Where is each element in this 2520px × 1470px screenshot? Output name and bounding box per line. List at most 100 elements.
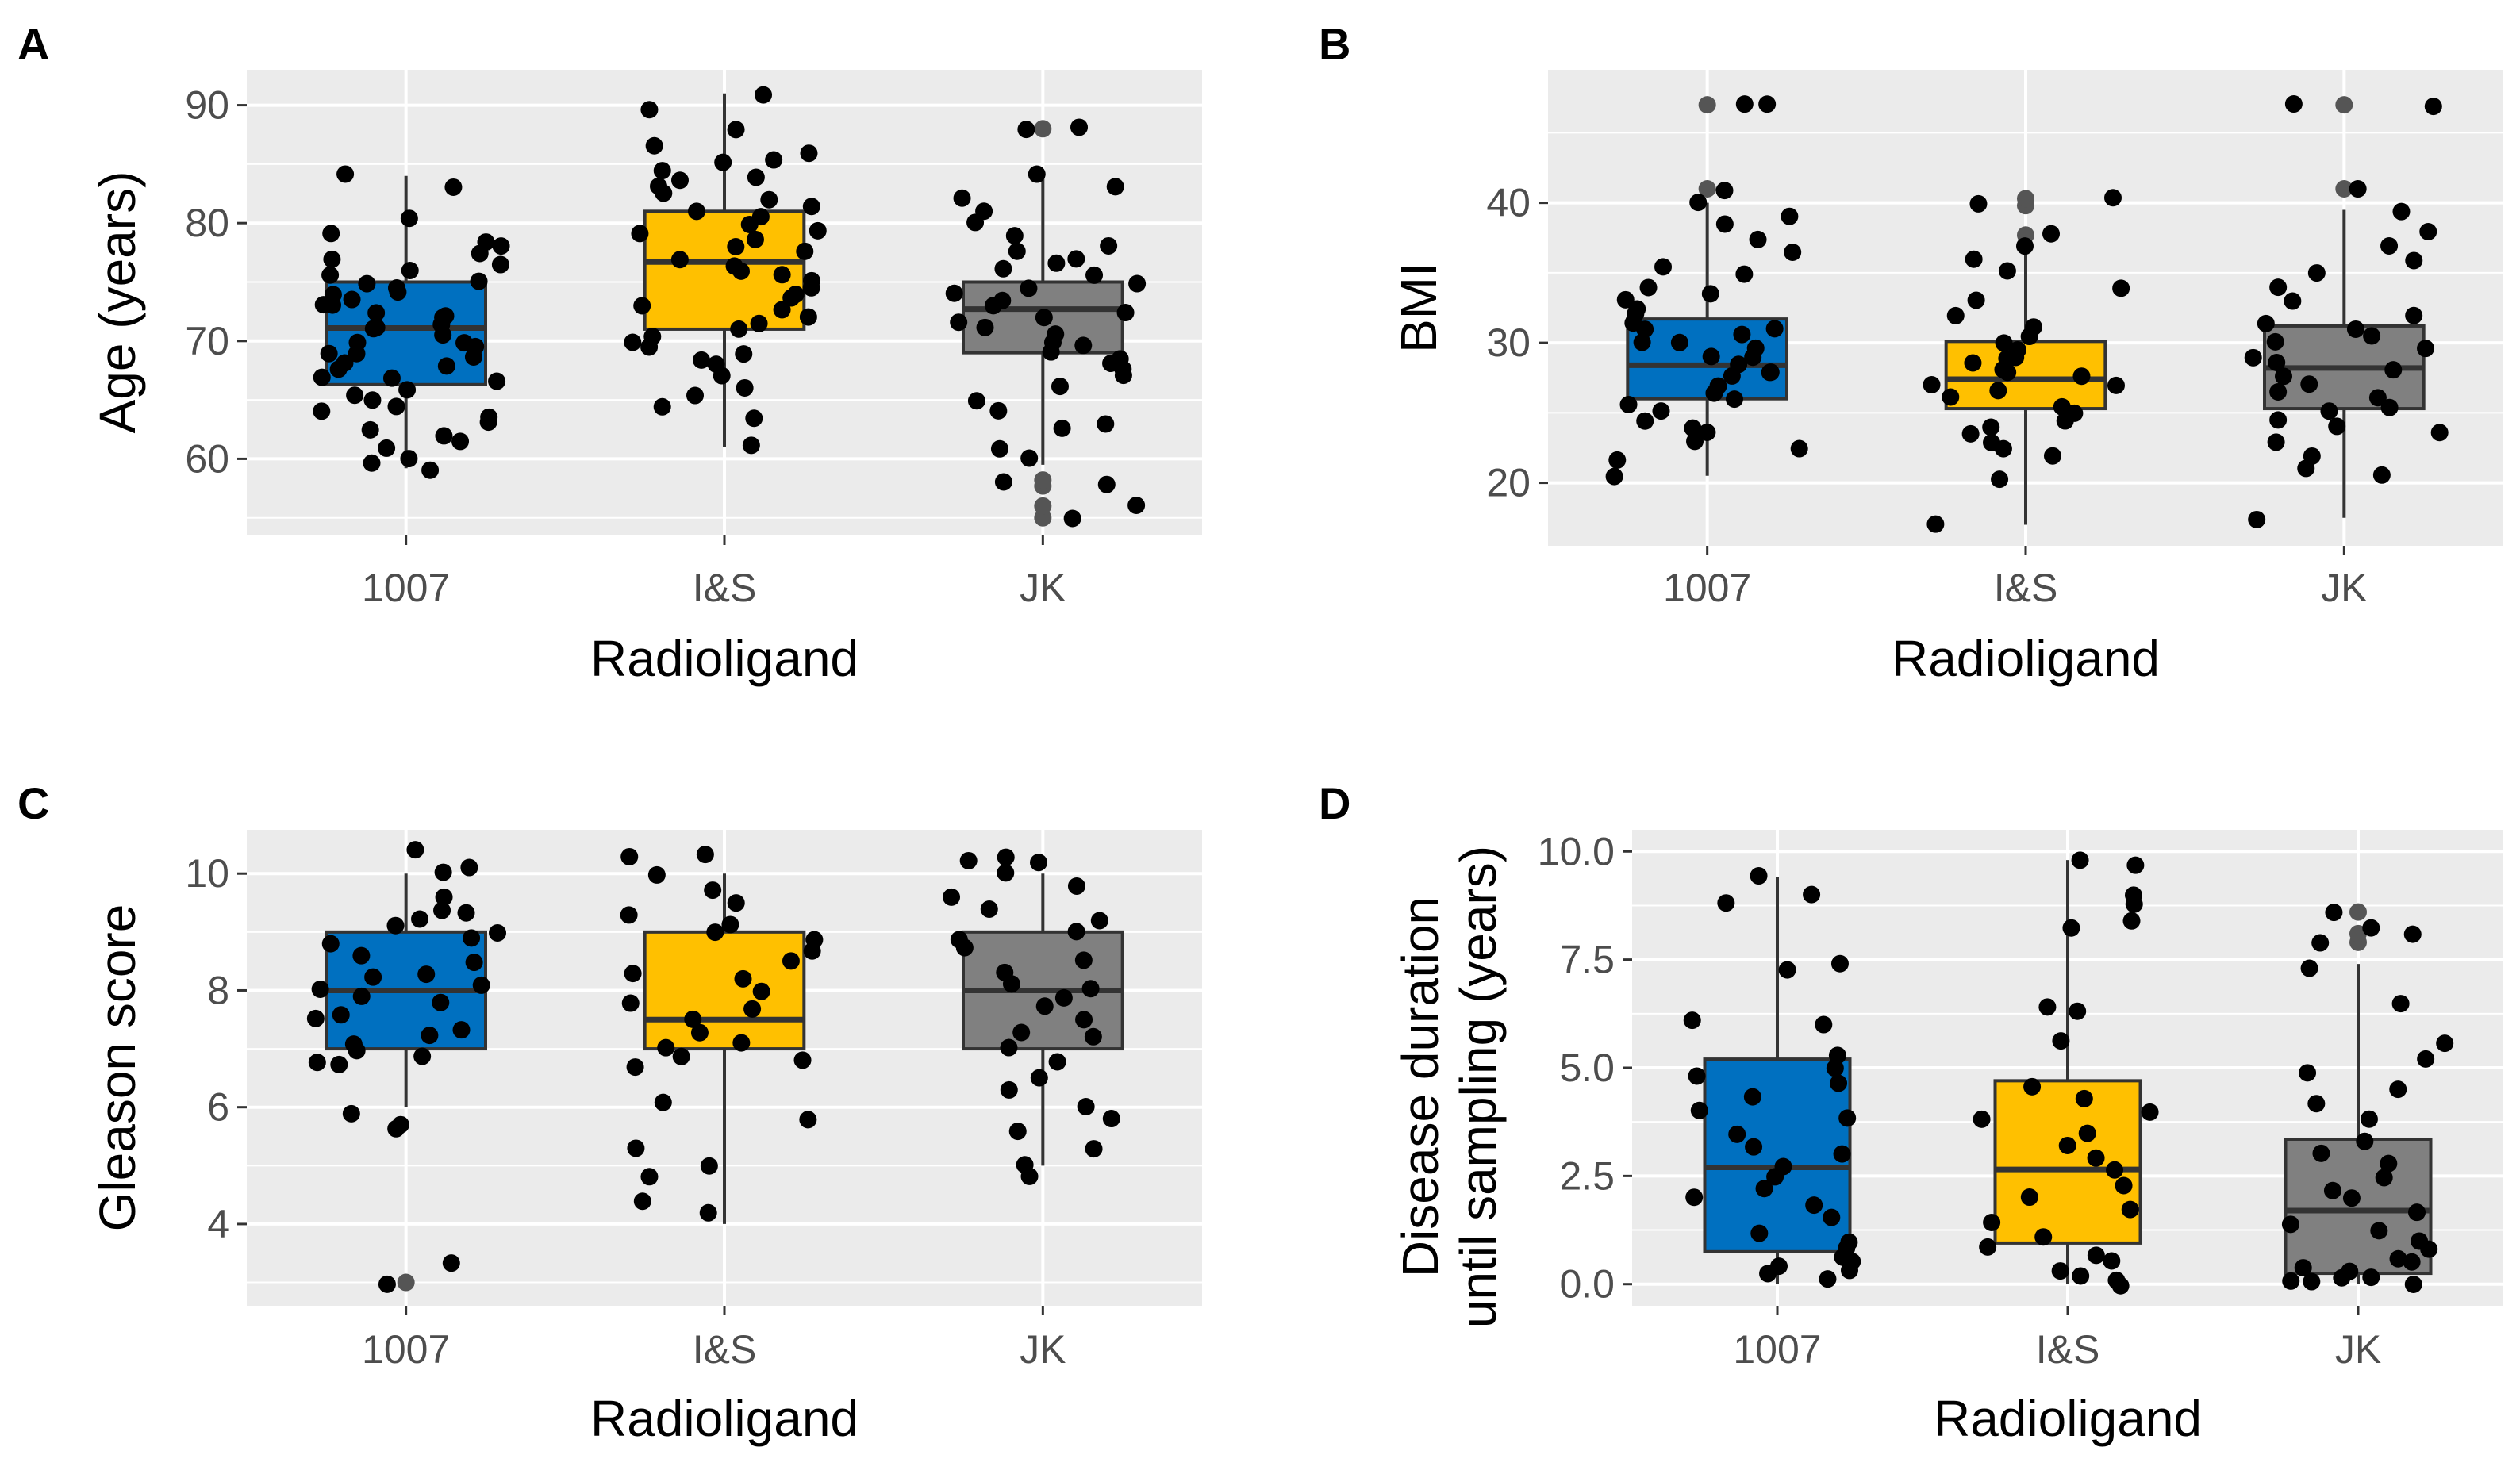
data-point — [1074, 951, 1093, 969]
data-point — [989, 401, 1008, 420]
data-point — [2124, 886, 2142, 904]
data-point — [699, 1203, 717, 1222]
data-point — [2320, 402, 2338, 420]
data-point — [760, 190, 778, 209]
data-point — [1608, 451, 1627, 469]
data-point — [696, 846, 714, 864]
data-point — [465, 954, 483, 972]
x-tick-label: 1007 — [1733, 1327, 1821, 1372]
data-point — [1048, 1053, 1066, 1071]
data-point — [1654, 258, 1673, 276]
data-point — [976, 318, 994, 336]
x-axis-title-d: Radioligand — [1934, 1390, 2202, 1447]
data-point — [2328, 417, 2346, 436]
y-tick-label: 5.0 — [1559, 1046, 1615, 1090]
data-point — [1012, 1023, 1031, 1042]
data-point — [1750, 867, 1768, 885]
data-point — [2284, 95, 2303, 113]
data-point — [1983, 434, 2001, 452]
data-point — [1942, 388, 1960, 406]
data-point — [1051, 378, 1069, 396]
data-point — [994, 259, 1012, 278]
data-point — [747, 168, 765, 186]
data-point — [1698, 423, 1716, 441]
data-point — [2307, 1095, 2326, 1113]
data-point — [980, 900, 998, 919]
data-point — [1035, 997, 1054, 1015]
data-point — [2115, 1176, 2133, 1195]
data-point — [336, 354, 354, 372]
data-point — [997, 864, 1015, 882]
plot-content-b — [1548, 70, 2503, 546]
data-point — [2342, 1189, 2361, 1207]
y-tick-label: 70 — [185, 319, 229, 363]
data-point — [1745, 1138, 1763, 1156]
data-point — [943, 888, 961, 906]
data-point — [2023, 1077, 2042, 1096]
data-point — [2024, 318, 2042, 336]
data-point — [2411, 1232, 2429, 1250]
outlier-point — [2335, 96, 2353, 114]
data-point — [1035, 309, 1053, 327]
x-tick-label: JK — [1020, 1327, 1066, 1372]
y-axis-b: 20 30 40 — [1486, 181, 1548, 505]
data-point — [1633, 333, 1651, 351]
data-point — [1838, 1109, 1857, 1127]
data-point — [332, 1006, 350, 1024]
data-point — [1102, 1110, 1120, 1128]
data-point — [435, 888, 453, 906]
data-point — [1749, 230, 1767, 248]
data-point — [2392, 202, 2411, 221]
data-point — [2087, 1246, 2105, 1265]
data-point — [1725, 390, 1743, 409]
data-point — [2375, 1169, 2393, 1187]
data-point — [796, 242, 814, 260]
data-point — [1735, 95, 1754, 113]
data-point — [2363, 327, 2381, 345]
data-point — [2043, 447, 2061, 465]
data-point — [2106, 1161, 2124, 1179]
data-point — [633, 297, 651, 315]
data-point — [2370, 1222, 2388, 1240]
plot-content-a — [247, 70, 1202, 535]
data-point — [1778, 961, 1796, 979]
data-point — [463, 929, 481, 947]
data-point — [950, 931, 968, 949]
data-point — [306, 1009, 325, 1027]
data-point — [1020, 449, 1039, 467]
data-point — [2008, 341, 2026, 359]
data-point — [1689, 194, 1708, 212]
data-point — [2121, 1200, 2139, 1219]
data-point — [2294, 1259, 2312, 1277]
data-point — [714, 153, 732, 171]
data-point — [2360, 1110, 2378, 1128]
y-tick-label: 60 — [185, 436, 229, 481]
data-point — [491, 255, 509, 274]
data-point — [398, 381, 417, 399]
data-point — [1047, 325, 1065, 344]
data-point — [364, 968, 382, 986]
data-point — [1111, 350, 1129, 368]
data-point — [793, 1051, 812, 1069]
data-point — [477, 233, 495, 251]
box-iands — [643, 930, 806, 1051]
data-point — [2417, 340, 2435, 358]
x-tick-label: I&S — [1994, 566, 2058, 610]
data-point — [2275, 367, 2293, 386]
data-point — [1047, 254, 1066, 272]
y-axis-c: 4 6 8 10 — [185, 851, 247, 1246]
data-point — [732, 1034, 751, 1052]
data-point — [1973, 1110, 1991, 1128]
data-point — [1833, 1145, 1851, 1163]
data-point — [2267, 433, 2285, 451]
data-point — [1616, 290, 1635, 309]
data-point — [400, 450, 418, 468]
data-point — [1983, 1214, 2001, 1232]
data-point — [802, 198, 820, 216]
data-point — [1733, 325, 1751, 344]
data-point — [2284, 292, 2302, 310]
data-point — [2051, 1262, 2069, 1280]
data-point — [1774, 1157, 1792, 1176]
data-point — [997, 848, 1015, 866]
y-axis-a: 60 70 80 90 — [185, 83, 247, 481]
